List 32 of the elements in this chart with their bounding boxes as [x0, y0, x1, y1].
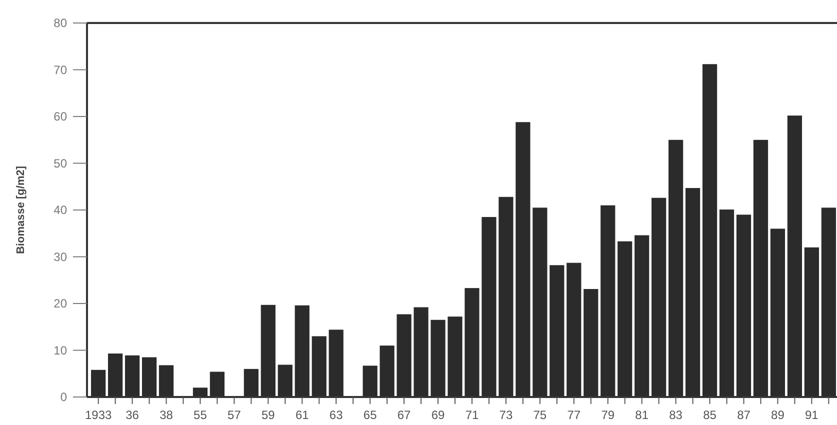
x-tick-label: 73 [499, 408, 513, 422]
x-tick-label: 67 [397, 408, 412, 422]
x-tick-label: 36 [126, 408, 140, 422]
x-tick-label: 71 [465, 408, 479, 422]
y-tick-label: 10 [54, 343, 68, 358]
x-tick-label: 79 [601, 408, 615, 422]
y-tick-label: 50 [54, 156, 68, 170]
x-tick-label: 85 [703, 408, 717, 422]
x-tick-label: 38 [160, 408, 174, 422]
x-tick-label: 65 [363, 408, 378, 422]
x-tick-label: 57 [228, 408, 242, 422]
y-tick-label: 30 [54, 250, 68, 264]
y-tick-label: 40 [54, 203, 68, 218]
x-tick-label: 55 [194, 408, 208, 422]
x-tick-label: 81 [635, 408, 649, 422]
y-tick-label: 60 [54, 110, 68, 124]
x-tick-label: 83 [669, 408, 683, 422]
x-tick-label: 89 [771, 408, 785, 422]
x-tick-label: 63 [329, 408, 344, 422]
x-tick-label: 75 [533, 408, 547, 422]
x-tick-label: 1933 [84, 408, 112, 422]
y-tick-label: 70 [54, 62, 68, 77]
x-tick-label: 87 [737, 408, 751, 422]
y-axis-title: Biomasse [g/m2] [15, 166, 27, 254]
y-tick-label: 0 [60, 390, 68, 404]
x-tick-label: 69 [431, 408, 446, 422]
x-tick-label: 61 [295, 408, 310, 422]
x-tick-label: 77 [567, 408, 581, 422]
y-tick-label: 80 [54, 16, 68, 30]
y-tick-label: 20 [54, 296, 68, 311]
x-tick-label: 59 [261, 408, 276, 422]
x-tick-label: 91 [805, 408, 819, 422]
